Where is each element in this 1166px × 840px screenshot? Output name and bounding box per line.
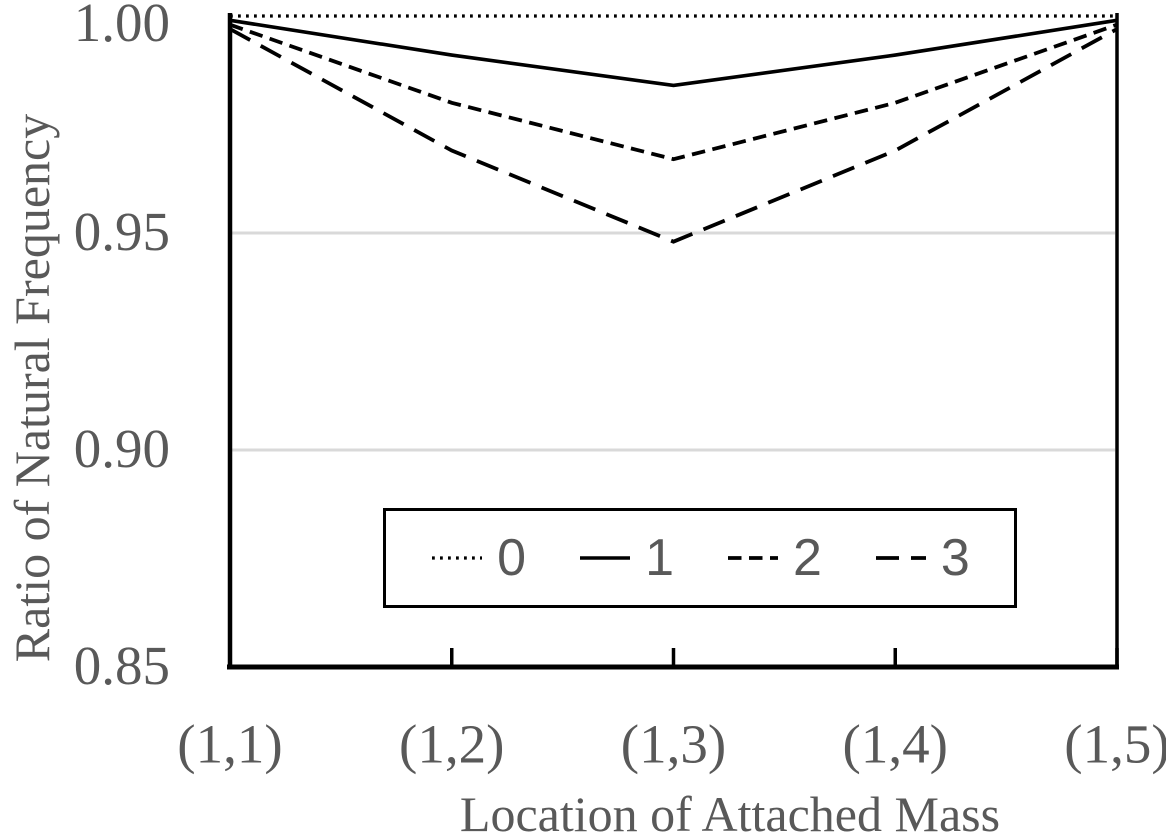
- x-axis-tick-label: (1,3): [620, 713, 727, 775]
- legend-sample-line-2: [728, 556, 778, 560]
- legend-label: 3: [940, 529, 970, 587]
- y-axis-tick-label: 0.90: [73, 418, 170, 480]
- x-axis-tick-label: (1,1): [177, 713, 283, 775]
- y-axis-tick-label: 0.95: [73, 201, 170, 263]
- legend-label: 2: [793, 529, 822, 587]
- legend-label: 0: [497, 529, 527, 587]
- x-axis-tick-label: (1,2): [399, 713, 505, 775]
- x-axis-title: Location of Attached Mass: [459, 786, 1001, 840]
- legend-sample-line-1: [580, 556, 631, 560]
- y-axis-tick-label: 1.00: [73, 0, 170, 54]
- legend-entry-2: 2: [726, 528, 822, 588]
- legend-sample-line-3: [875, 556, 926, 560]
- series-line-2: [229, 22, 1118, 162]
- legend: 0 1 2 3: [383, 508, 1017, 608]
- y-axis-tick-label: 0.85: [73, 635, 170, 697]
- x-axis-tick-label: (1,5): [1064, 713, 1166, 775]
- x-axis-tick-label: (1,4): [842, 713, 948, 775]
- legend-label: 1: [645, 529, 674, 587]
- legend-entry-0: 0: [430, 528, 526, 588]
- series-line-1: [229, 18, 1118, 88]
- y-axis-title: Ratio of Natural Frequency: [4, 113, 60, 663]
- legend-entry-1: 1: [578, 528, 674, 588]
- series-line-3: [229, 27, 1118, 244]
- legend-sample-line-0: [432, 556, 483, 560]
- legend-entry-3: 3: [874, 528, 970, 588]
